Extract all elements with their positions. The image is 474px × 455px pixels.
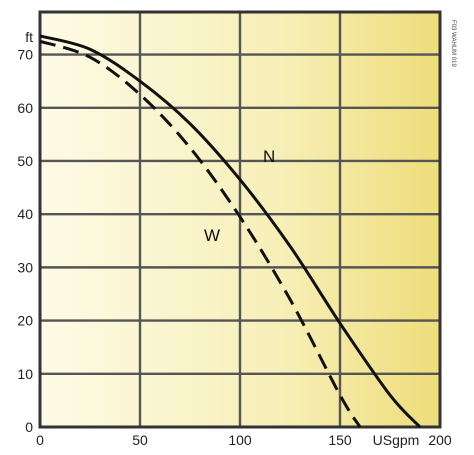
y-tick-label-1: 10 — [17, 366, 33, 382]
y-tick-label-7: 70 — [17, 47, 33, 63]
series-N-label: N — [263, 147, 275, 166]
y-tick-label-3: 30 — [17, 259, 33, 275]
y-tick-label-2: 20 — [17, 313, 33, 329]
y-unit-label: ft — [25, 29, 33, 45]
series-layer — [39, 34, 422, 429]
series-W-label: W — [204, 226, 220, 245]
y-tick-label-4: 40 — [17, 206, 33, 222]
side-note: F03 WAHUM 019 — [450, 20, 456, 67]
y-tick-label-6: 60 — [17, 100, 33, 116]
labels-layer: 0 10 20 30 40 50 60 70 ft 0 50 100 150 200 USgpm N W — [17, 29, 451, 448]
x-unit-label: USgpm — [373, 432, 420, 448]
x-tick-label-2: 100 — [228, 432, 252, 448]
x-tick-label-4: 200 — [428, 432, 452, 448]
x-tick-label-1: 50 — [132, 432, 148, 448]
x-tick-label-0: 0 — [36, 432, 44, 448]
series-W-line — [39, 39, 362, 428]
x-tick-label-3: 150 — [328, 432, 352, 448]
series-N-line — [39, 34, 422, 429]
y-tick-label-5: 50 — [17, 153, 33, 169]
plot-frame — [38, 10, 442, 429]
y-tick-label-0: 0 — [25, 419, 33, 435]
